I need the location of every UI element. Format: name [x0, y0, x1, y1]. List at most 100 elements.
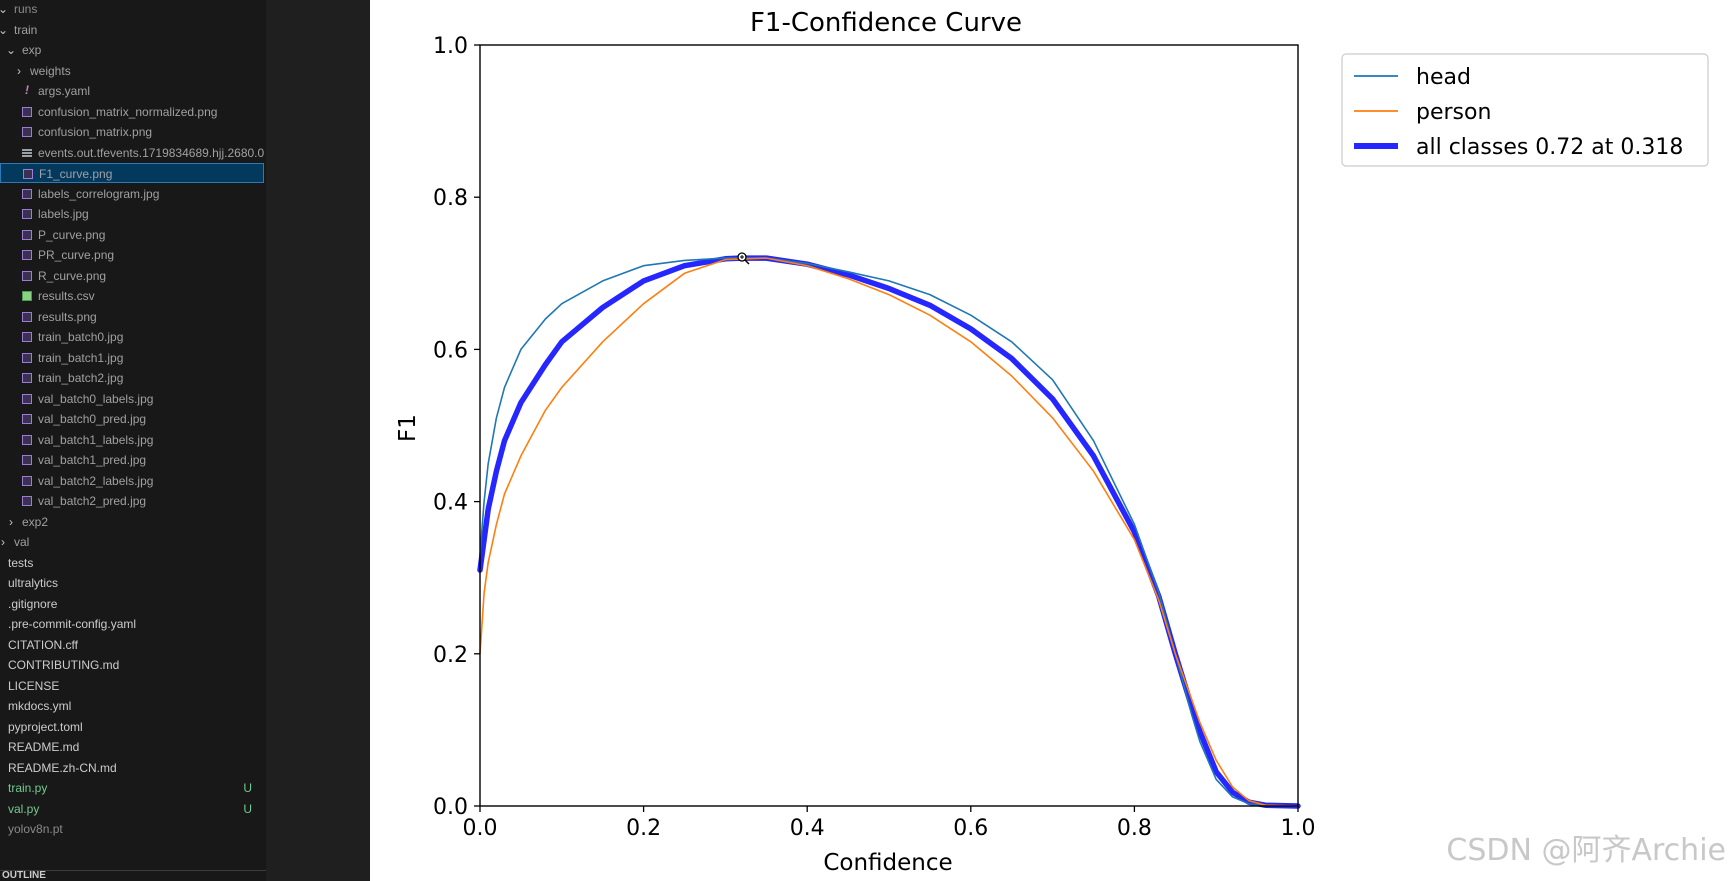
tree-item[interactable]: labels_correlogram.jpg [0, 184, 264, 204]
chevron-right-icon[interactable]: › [9, 514, 13, 529]
tree-item[interactable]: F1_curve.png [0, 163, 264, 183]
chevron-right-icon[interactable]: › [17, 63, 21, 78]
tree-item-label: ultralytics [8, 576, 59, 590]
tree-item[interactable]: val.py U [0, 799, 264, 819]
tree-item[interactable]: PR_curve.png [0, 245, 264, 265]
series-line-person [479, 257, 1299, 807]
tree-item-label: exp [22, 43, 42, 57]
tree-item[interactable]: val_batch1_labels.jpg [0, 430, 264, 450]
tree-item[interactable]: › weights [0, 61, 264, 81]
tree-item-label: val_batch1_pred.jpg [38, 453, 147, 467]
chevron-down-icon[interactable]: ⌄ [0, 22, 9, 37]
tree-item-label: val_batch0_pred.jpg [38, 412, 147, 426]
tree-item-label: confusion_matrix_normalized.png [38, 104, 218, 119]
tree-item[interactable]: README.md [0, 737, 264, 757]
tree-item[interactable]: ⌄ train [0, 20, 264, 40]
tree-item[interactable]: labels.jpg [0, 204, 264, 224]
legend-box [1341, 53, 1709, 167]
tree-item-label: val_batch0_labels.jpg [38, 391, 154, 406]
chevron-down-icon[interactable]: ⌄ [0, 2, 9, 16]
text-file-icon [22, 148, 32, 157]
tree-item[interactable]: README.zh-CN.md [0, 758, 264, 778]
tree-item-label: results.csv [38, 289, 95, 303]
tree-item[interactable]: .pre-commit-config.yaml [0, 614, 264, 634]
y-tick-label: 0.6 [433, 338, 468, 363]
tree-item[interactable]: results.png [0, 307, 264, 327]
tree-item-label: runs [14, 2, 38, 16]
tree-item[interactable]: pyproject.toml [0, 717, 264, 737]
image-file-icon [23, 169, 33, 179]
chart-title: F1-Confidence Curve [750, 8, 1022, 38]
tree-item[interactable]: events.out.tfevents.1719834689.hjj.2680.… [0, 143, 264, 163]
tree-item-label: F1_curve.png [39, 167, 113, 181]
tree-item[interactable]: CONTRIBUTING.md [0, 655, 264, 675]
tree-item[interactable]: ⌄ exp [0, 40, 264, 60]
tree-item-label: LICENSE [8, 678, 60, 693]
csv-file-icon [22, 291, 32, 301]
tree-item[interactable]: val_batch0_pred.jpg [0, 409, 264, 429]
tree-item-label: pyproject.toml [8, 719, 83, 734]
series-line-head [479, 257, 1299, 807]
x-tick-label: 0.6 [953, 816, 988, 841]
y-tick-label: 0.8 [433, 186, 468, 211]
tree-item[interactable]: › exp2 [0, 512, 264, 532]
tree-item-label: CONTRIBUTING.md [8, 658, 120, 672]
tree-item-label: train_batch2.jpg [38, 371, 124, 385]
image-file-icon [22, 127, 32, 137]
tree-item-label: results.png [38, 309, 97, 324]
tree-item[interactable]: train_batch1.jpg [0, 348, 264, 368]
chart-legend: head person all classes 0.72 at 0.318 [1341, 53, 1709, 167]
tree-item[interactable]: LICENSE [0, 676, 264, 696]
tree-item-label: tests [8, 555, 34, 570]
yaml-file-icon: ! [25, 83, 29, 97]
tree-item[interactable]: yolov8n.pt [0, 819, 264, 839]
chevron-right-icon[interactable]: › [1, 535, 5, 549]
outline-header[interactable]: OUTLINE [0, 870, 266, 881]
tree-item[interactable]: ultralytics [0, 573, 264, 593]
tree-item[interactable]: confusion_matrix_normalized.png [0, 102, 264, 122]
y-tick-label: 0.2 [433, 643, 468, 668]
tree-item-label: train.py [8, 781, 48, 795]
tree-item-label: val.py [8, 801, 40, 816]
tree-item-label: P_curve.png [38, 227, 106, 242]
image-viewer: F1-Confidence Curve 0.0 0.2 0.4 0.6 0.8 1.0 0… [371, 0, 1730, 881]
image-file-icon [22, 188, 32, 199]
tree-item[interactable]: train.py U [0, 778, 264, 798]
tree-item[interactable]: results.csv [0, 286, 264, 306]
tree-item-label: PR_curve.png [38, 248, 115, 262]
tree-item[interactable]: val_batch2_pred.jpg [0, 491, 264, 511]
tree-item[interactable]: CITATION.cff [0, 635, 264, 655]
tree-item[interactable]: R_curve.png [0, 266, 264, 286]
git-status-badge: U [243, 801, 252, 816]
tree-item-label: train_batch0.jpg [38, 330, 124, 344]
tree-item[interactable]: val_batch0_labels.jpg [0, 389, 264, 409]
plot-lines [477, 255, 1301, 809]
csdn-watermark: CSDN @阿齐Archie [1446, 833, 1726, 868]
image-file-icon [22, 352, 32, 363]
explorer-sidebar: ⌄ runs ⌄ train ⌄ exp › weights! args.yaml confusi… [0, 0, 266, 881]
tree-item[interactable]: val_batch2_labels.jpg [0, 471, 264, 491]
chevron-down-icon[interactable]: ⌄ [6, 43, 17, 57]
y-axis-label: F1 [395, 414, 421, 442]
tree-item[interactable]: ⌄ runs [0, 0, 264, 19]
tree-item[interactable]: ! args.yaml [0, 81, 264, 101]
tree-item[interactable]: confusion_matrix.png [0, 122, 264, 142]
tree-item[interactable]: train_batch2.jpg [0, 368, 264, 388]
tree-item[interactable]: train_batch0.jpg [0, 327, 264, 347]
tree-item-label: exp2 [22, 514, 49, 529]
tree-item[interactable]: .gitignore [0, 594, 264, 614]
plot-frame [479, 44, 1299, 807]
tree-item-label: yolov8n.pt [8, 822, 63, 836]
tree-item[interactable]: P_curve.png [0, 225, 264, 245]
tree-item-label: val_batch2_labels.jpg [38, 473, 154, 488]
image-file-icon [22, 332, 32, 342]
x-tick-label: 0.4 [790, 816, 825, 841]
tree-item[interactable]: tests [0, 553, 264, 573]
tree-item[interactable]: mkdocs.yml [0, 696, 264, 716]
tree-item[interactable]: val_batch1_pred.jpg [0, 450, 264, 470]
image-file-icon [22, 270, 32, 281]
git-status-badge: U [243, 781, 252, 795]
tree-item-label: train_batch1.jpg [38, 350, 124, 365]
tree-item[interactable]: › val [0, 532, 264, 552]
y-tick-label: 0.0 [433, 795, 468, 820]
